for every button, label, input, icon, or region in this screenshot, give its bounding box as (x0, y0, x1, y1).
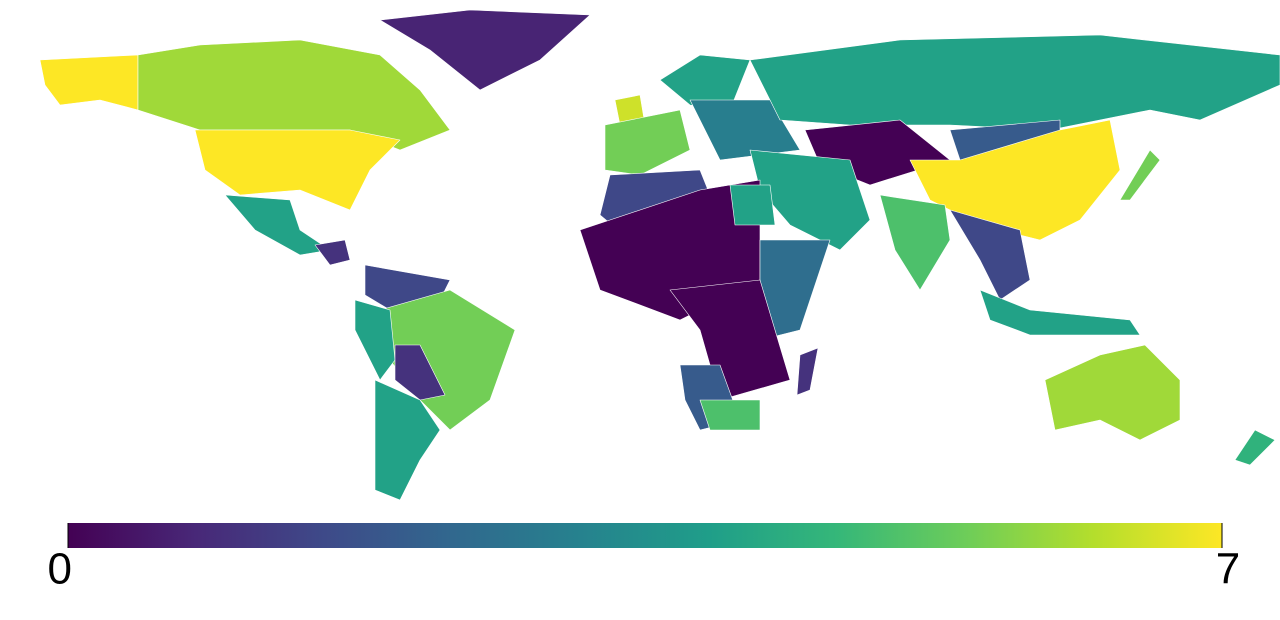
region (659, 54, 751, 111)
region (879, 194, 951, 291)
region (689, 99, 801, 161)
region (949, 209, 1031, 301)
region (749, 34, 1280, 131)
region (374, 379, 441, 501)
region (314, 239, 351, 266)
region (1044, 344, 1181, 441)
colorbar-tick-label: 7 (1216, 545, 1240, 594)
region (194, 129, 401, 211)
region (979, 289, 1141, 336)
region (394, 344, 446, 401)
region (759, 239, 831, 341)
region (1119, 149, 1161, 201)
region (1234, 429, 1276, 466)
region (729, 184, 776, 226)
regions (39, 9, 1280, 501)
region (39, 54, 139, 111)
colorbar-tick-label: 0 (48, 545, 72, 594)
colorbar-fill (68, 523, 1222, 548)
region (379, 9, 591, 91)
region (137, 39, 451, 151)
region (669, 279, 791, 401)
region (699, 399, 761, 431)
region (604, 109, 691, 176)
region (224, 194, 331, 256)
region (354, 299, 396, 381)
region (796, 347, 819, 396)
